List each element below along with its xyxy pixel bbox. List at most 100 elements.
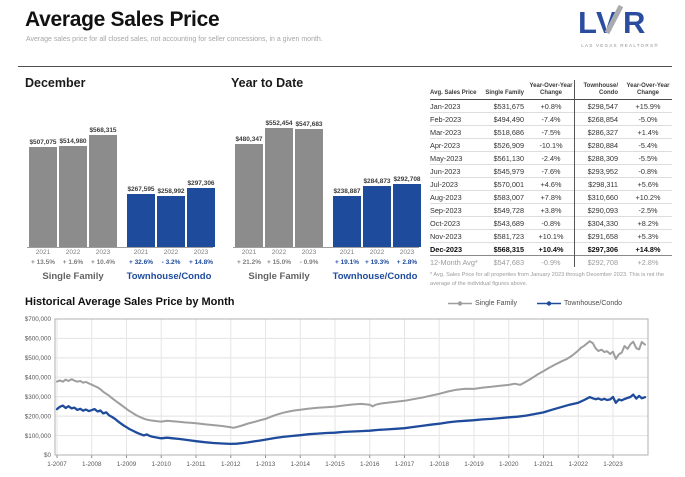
bar-value-label: $480,347: [235, 135, 263, 143]
cell-value: $583,007: [493, 192, 524, 202]
year-label: 2023: [399, 249, 415, 256]
y-tick-label: $200,000: [25, 413, 52, 420]
svg-text:R: R: [623, 5, 645, 39]
yoy-change-label: + 2.8%: [396, 259, 418, 266]
x-tick-label: 1-2020: [499, 461, 519, 468]
x-tick-label: 1-2014: [290, 461, 310, 468]
bar-slot: $267,595: [127, 186, 155, 247]
cell-value: $526,909: [493, 140, 524, 150]
series-line-single-family: [56, 340, 646, 429]
cell-value: $291,658: [587, 231, 618, 241]
x-tick-label: 1-2011: [186, 461, 206, 468]
yoy-axis: + 13.5% + 1.6% + 10.4% + 32.6% - 3.2% + 14.8%: [29, 259, 217, 266]
cell-month: Apr-2023: [430, 140, 461, 150]
legend-marker-icon: [448, 301, 472, 306]
cell-value: +4.6%: [540, 179, 562, 189]
y-tick-label: $100,000: [25, 433, 52, 440]
cell-value: +5.6%: [637, 179, 659, 189]
column-header: Avg. Sales Price: [430, 89, 477, 96]
table-column-divider: [574, 80, 575, 267]
bar: [265, 128, 293, 247]
historical-legend: Single Family Townhouse/Condo: [448, 300, 622, 307]
group-label: Townhouse/Condo: [332, 271, 418, 282]
cell-month: Jan-2023: [430, 101, 461, 111]
cell-value: $293,952: [587, 166, 618, 176]
bar-value-label: $284,873: [363, 177, 391, 185]
lvr-logo: L V R LAS VEGAS REALTORS®: [576, 4, 664, 48]
bar-slot: $552,454: [265, 120, 293, 247]
bar: [235, 143, 263, 247]
x-tick-label: 1-2021: [534, 461, 554, 468]
bar: [187, 188, 215, 247]
bar: [363, 185, 391, 247]
bar-value-label: $267,595: [127, 186, 155, 194]
cell-value: +8.2%: [637, 218, 659, 228]
bar-value-label: $514,980: [59, 137, 87, 145]
cell-value: $549,728: [493, 205, 524, 215]
y-tick-label: $300,000: [25, 394, 52, 401]
cell-month: Aug-2023: [430, 192, 462, 202]
table-row: Nov-2023 $581,723 +10.1% $291,658 +5.3%: [430, 230, 672, 243]
cell-value: $268,854: [587, 114, 618, 124]
bar-slot: $258,992: [157, 188, 185, 247]
bar-slot: $292,708: [393, 176, 421, 247]
summary-value: -0.9%: [541, 258, 561, 267]
ytd-bar-chart: Year to Date $480,347 $552,454 $547,683 $238…: [231, 76, 446, 286]
bar-slot: $568,315: [89, 127, 117, 247]
cell-value: $543,689: [493, 218, 524, 228]
cell-month: Dec-2023: [430, 244, 463, 254]
cell-value: +14.8%: [635, 244, 661, 254]
yoy-change-label: + 21.2%: [236, 259, 262, 266]
yoy-change-label: + 14.8%: [188, 259, 214, 266]
x-tick-label: 1-2007: [47, 461, 67, 468]
yoy-change-label: + 19.1%: [334, 259, 360, 266]
x-tick-label: 1-2015: [325, 461, 345, 468]
axis-baseline: [233, 247, 419, 248]
chart-title: December: [25, 76, 86, 90]
x-tick-label: 1-2012: [221, 461, 241, 468]
x-tick-label: 1-2018: [429, 461, 449, 468]
year-label: 2021: [35, 249, 51, 256]
table-row: Dec-2023 $568,315 +10.4% $297,306 +14.8%: [430, 243, 672, 256]
cell-value: +10.1%: [538, 231, 564, 241]
cell-value: $581,723: [493, 231, 524, 241]
group-label: Single Family: [42, 271, 104, 282]
y-tick-label: $500,000: [25, 355, 52, 362]
cell-value: $570,001: [493, 179, 524, 189]
cell-value: $310,660: [587, 192, 618, 202]
historical-chart-title: Historical Average Sales Price by Month: [25, 296, 235, 308]
column-header: Year-Over-Year Change: [626, 82, 670, 96]
cell-value: $298,547: [587, 101, 618, 111]
year-axis: 2021 2022 2023 2021 2022 2023: [29, 249, 217, 256]
bar-slot: $297,306: [187, 180, 215, 247]
summary-value: $547,683: [493, 258, 524, 267]
table-row: Mar-2023 $518,686 -7.5% $286,327 +1.4%: [430, 126, 672, 139]
bar-value-label: $507,075: [29, 139, 57, 147]
bar-value-label: $292,708: [393, 175, 421, 183]
header-divider: [18, 66, 672, 67]
bar: [127, 194, 155, 247]
cell-value: $290,093: [587, 205, 618, 215]
cell-value: -7.4%: [541, 114, 561, 124]
bar-slot: $480,347: [235, 136, 263, 247]
table-header-row: Avg. Sales Price Single Family Year-Over-Y…: [430, 80, 672, 100]
table-row: May-2023 $561,130 -2.4% $288,309 -5.5%: [430, 152, 672, 165]
year-label: 2022: [65, 249, 81, 256]
year-label: 2022: [163, 249, 179, 256]
yoy-change-label: - 3.2%: [161, 259, 181, 266]
column-header: Year-Over-Year Change: [529, 82, 573, 96]
year-label: 2021: [339, 249, 355, 256]
bar-slot: $238,887: [333, 188, 361, 247]
bar-value-label: $258,992: [157, 188, 185, 195]
bar-area: $480,347 $552,454 $547,683 $238,887 $284,873…: [235, 114, 423, 247]
page-title: Average Sales Price: [25, 8, 220, 31]
yoy-change-label: + 32.6%: [128, 259, 154, 266]
table-summary-row: 12-Month Avg* $547,683 -0.9% $292,708 +2.8%: [430, 256, 672, 269]
bar-value-label: $552,454: [265, 120, 293, 127]
bar: [59, 145, 87, 247]
column-header: Townhouse/ Condo: [583, 82, 618, 96]
bar-slot: $284,873: [363, 178, 391, 247]
cell-month: Oct-2023: [430, 218, 461, 228]
plot-border: [54, 318, 649, 456]
